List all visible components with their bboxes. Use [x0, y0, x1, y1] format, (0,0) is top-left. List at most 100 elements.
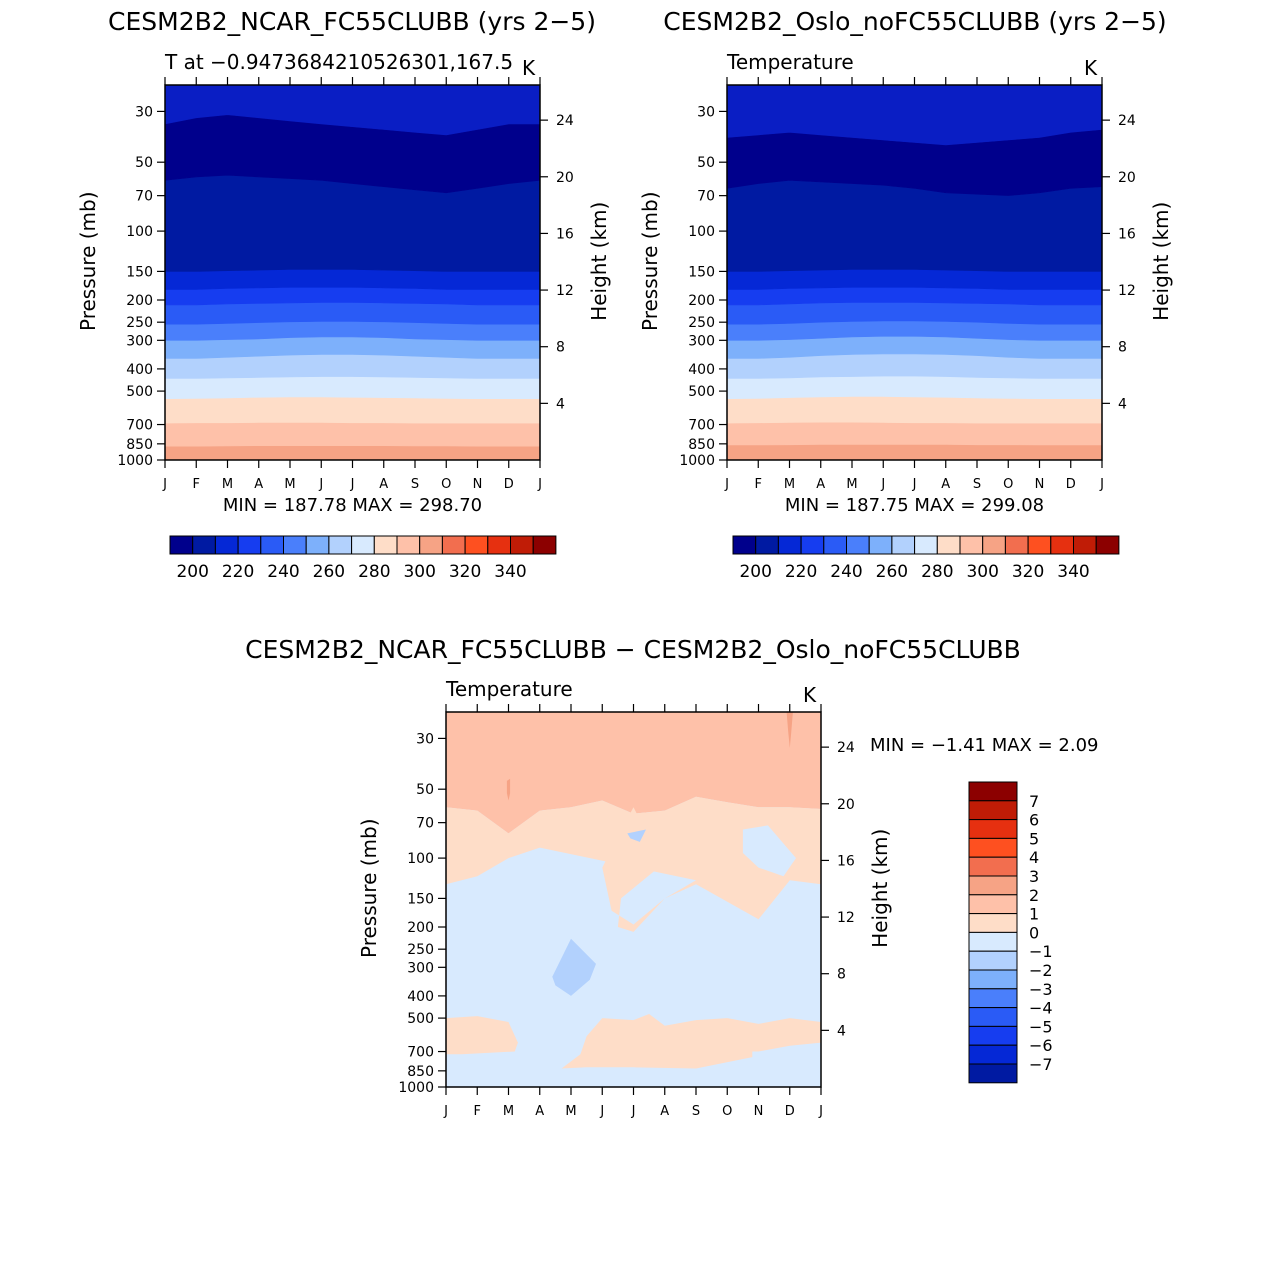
y-tick-label: 300 [126, 333, 153, 349]
plot-area [446, 712, 821, 1087]
colorbar-cell [1095, 535, 1120, 555]
y-tick-label: 30 [416, 731, 434, 747]
colorbar-tick-label: 260 [876, 562, 908, 582]
chart-title: CESM2B2_NCAR_FC55CLUBB (yrs 2−5) [108, 7, 596, 36]
colorbar-cell [968, 988, 1018, 1009]
x-tick-label: J [1099, 477, 1104, 492]
x-tick-label: M [784, 477, 795, 492]
difference-region [786, 712, 793, 748]
colorbar-tick-label: 4 [1029, 848, 1039, 867]
y-tick-label: 850 [126, 437, 153, 453]
height-tick-label: 24 [1118, 113, 1136, 129]
colorbar-cell [968, 781, 1018, 802]
chart-title: CESM2B2_NCAR_FC55CLUBB − CESM2B2_Oslo_no… [245, 635, 1021, 664]
height-tick-label: 24 [837, 740, 855, 756]
colorbar-tick-label: 5 [1029, 829, 1039, 848]
height-tick-label: 4 [556, 396, 565, 412]
colorbar-cell [800, 535, 825, 555]
x-tick-label: J [880, 477, 885, 492]
colorbar-cell [396, 535, 421, 555]
colorbar-cell [846, 535, 870, 555]
x-tick-label: S [973, 477, 981, 492]
colorbar-cell [328, 535, 353, 555]
y-tick-label: 1000 [398, 1080, 434, 1096]
height-tick-label: 8 [556, 340, 565, 356]
chart-panel-ncar: J F M A M J J A S O N D J 30 50 70 100 150 200 250 300 400 500… [76, 7, 611, 582]
x-tick-label: S [411, 477, 419, 492]
difference-region [446, 712, 821, 834]
y-tick-label: 250 [126, 315, 153, 331]
height-tick-label: 20 [1118, 170, 1136, 186]
chart-subtitle: Temperature [445, 677, 573, 701]
x-tick-label: J [537, 477, 542, 492]
colorbar-cell [169, 535, 194, 555]
colorbar-cell [1004, 535, 1029, 555]
colorbar-cell [936, 535, 961, 555]
min-max-stats: MIN = 187.75 MAX = 299.08 [785, 495, 1044, 516]
x-tick-label: F [755, 477, 762, 492]
y-tick-label: 850 [407, 1064, 434, 1080]
colorbar-cell [237, 535, 262, 555]
colorbar-tick-label: 240 [830, 562, 862, 582]
x-tick-label: M [284, 477, 295, 492]
x-tick-label: D [785, 1104, 795, 1119]
x-tick-label: F [474, 1104, 481, 1119]
y-tick-label: 1000 [679, 453, 715, 469]
y-tick-label: 100 [126, 224, 153, 240]
height-tick-label: 12 [837, 910, 855, 926]
colorbar-cell [982, 535, 1006, 555]
temperature-band [727, 85, 1102, 146]
y-tick-label: 70 [416, 816, 434, 832]
colorbar-cell [441, 535, 466, 555]
y-tick-label: 700 [688, 418, 715, 434]
x-tick-label: A [941, 477, 950, 492]
difference-region [742, 825, 796, 877]
x-tick-label: O [1003, 477, 1013, 492]
colorbar-tick-label: 1 [1029, 905, 1039, 924]
colorbar-cell [1050, 535, 1075, 555]
colorbar-cell [732, 535, 757, 555]
colorbar-tick-label: 220 [222, 562, 254, 582]
colorbar-tick-label: 6 [1029, 811, 1039, 830]
colorbar-tick-label: 320 [449, 562, 481, 582]
colorbar-tick-label: 2 [1029, 886, 1039, 905]
y-axis-right-label: Height (km) [868, 829, 892, 948]
x-tick-label: J [350, 477, 355, 492]
height-tick-label: 8 [837, 967, 846, 983]
chart-subtitle: T at −0.9473684210526301,167.5 [164, 50, 513, 74]
y-tick-label: 200 [407, 920, 434, 936]
x-tick-label: N [473, 477, 483, 492]
y-tick-label: 50 [135, 155, 153, 171]
colorbar-tick-label: 280 [921, 562, 953, 582]
x-tick-label: N [754, 1104, 764, 1119]
temperature-band [165, 376, 540, 400]
difference-region [552, 938, 596, 996]
temperature-band [727, 396, 1102, 424]
x-tick-label: D [504, 477, 514, 492]
units-label: K [803, 683, 817, 707]
colorbar-cell [968, 1007, 1018, 1027]
colorbar-tick-label: −6 [1029, 1036, 1053, 1055]
temperature-band [165, 302, 540, 325]
temperature-band [727, 444, 1102, 460]
x-tick-label: O [722, 1104, 732, 1119]
colorbar-cell [959, 535, 984, 555]
y-tick-label: 200 [688, 293, 715, 309]
colorbar-cell [351, 535, 375, 555]
x-tick-label: S [692, 1104, 700, 1119]
x-tick-label: M [565, 1104, 576, 1119]
y-axis-label: Pressure (mb) [357, 818, 381, 958]
difference-region [446, 1016, 518, 1055]
height-tick-label: 4 [837, 1023, 846, 1039]
y-tick-label: 150 [407, 891, 434, 907]
x-tick-label: J [818, 1104, 823, 1119]
temperature-band [165, 445, 540, 460]
y-tick-label: 850 [688, 437, 715, 453]
x-tick-label: A [379, 477, 388, 492]
y-tick-label: 300 [407, 960, 434, 976]
x-tick-label: O [441, 477, 451, 492]
min-max-stats: MIN = −1.41 MAX = 2.09 [870, 735, 1099, 756]
y-tick-label: 150 [688, 264, 715, 280]
x-tick-label: M [222, 477, 233, 492]
height-tick-label: 12 [556, 283, 574, 299]
